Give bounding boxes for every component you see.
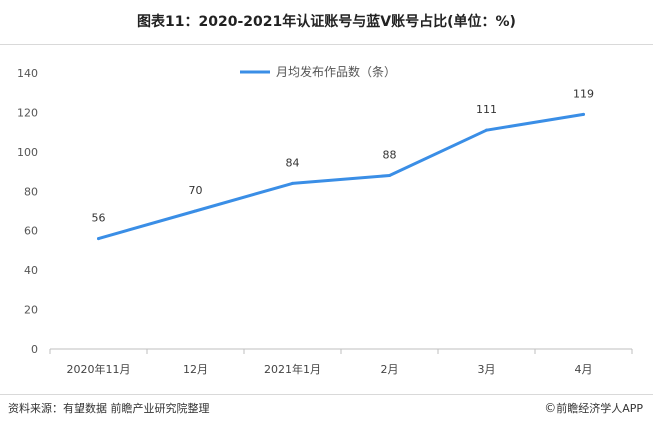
legend-label: 月均发布作品数（条） — [276, 64, 396, 79]
brand-footer: ©前瞻经济学人APP — [544, 400, 643, 416]
data-point — [97, 237, 100, 241]
data-point — [582, 112, 585, 116]
y-tick-label: 60 — [24, 225, 38, 238]
data-point — [194, 209, 197, 213]
y-tick-label: 140 — [17, 67, 38, 80]
chart-title: 图表11：2020-2021年认证账号与蓝V账号占比(单位：%) — [137, 14, 516, 30]
data-label: 111 — [476, 103, 497, 116]
top-divider — [0, 44, 653, 45]
data-point — [485, 128, 488, 132]
brand-label: 前瞻经济学人APP — [556, 402, 643, 415]
source-note: 资料来源：有望数据 前瞻产业研究院整理 — [8, 402, 210, 415]
data-label: 88 — [383, 149, 397, 162]
y-tick-label: 80 — [24, 185, 38, 198]
copyright-icon: © — [544, 401, 557, 415]
data-label: 84 — [286, 156, 300, 169]
y-axis-labels: 0 20 40 60 80 100 120 140 — [17, 67, 38, 356]
x-tick-label: 2月 — [381, 363, 399, 376]
data-label: 56 — [92, 212, 106, 225]
data-label: 119 — [573, 87, 594, 100]
data-point — [291, 181, 294, 185]
x-tick-label: 4月 — [575, 363, 593, 376]
x-tick-label: 2021年1月 — [264, 362, 321, 376]
y-tick-label: 120 — [17, 106, 38, 119]
series-line — [97, 112, 585, 241]
y-tick-label: 20 — [24, 304, 38, 317]
x-tick-label: 3月 — [478, 363, 496, 376]
legend: 月均发布作品数（条） — [240, 64, 396, 79]
x-tick-label: 2020年11月 — [67, 362, 131, 376]
y-tick-label: 40 — [24, 264, 38, 277]
x-axis-labels: 2020年11月 12月 2021年1月 2月 3月 4月 — [67, 362, 593, 376]
y-tick-label: 0 — [31, 343, 38, 356]
x-tick-label: 12月 — [183, 363, 208, 376]
x-axis-ticks — [49, 349, 633, 354]
data-labels: 56 70 84 88 111 119 — [92, 87, 594, 241]
data-label: 70 — [189, 184, 203, 197]
bottom-divider — [0, 394, 653, 395]
data-point — [388, 174, 391, 178]
y-tick-label: 100 — [17, 146, 38, 159]
